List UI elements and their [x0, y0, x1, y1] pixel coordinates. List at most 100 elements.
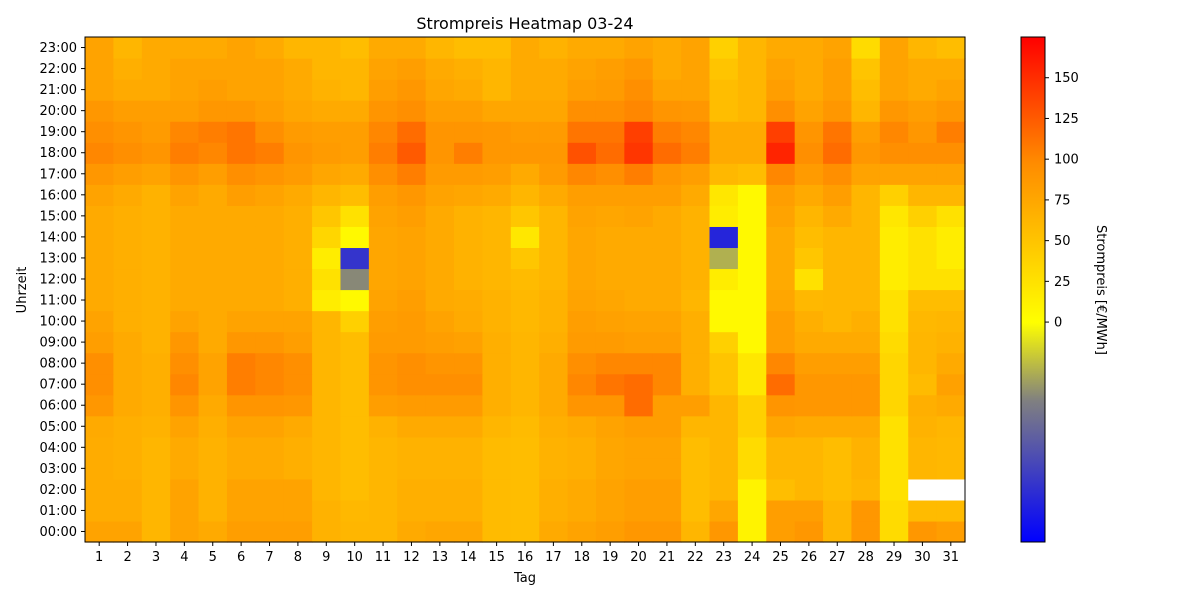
- heatmap-cell: [908, 457, 938, 480]
- heatmap-cell: [397, 331, 427, 354]
- heatmap-cell: [681, 58, 711, 80]
- heatmap-cell: [851, 394, 881, 417]
- heatmap-cell: [198, 415, 228, 438]
- heatmap-cell: [170, 142, 200, 164]
- x-tick-label: 16: [517, 550, 534, 565]
- heatmap-cell: [397, 37, 427, 59]
- heatmap-cell: [908, 58, 938, 80]
- heatmap-cell: [908, 331, 938, 354]
- heatmap-cell: [794, 352, 824, 375]
- heatmap-cell: [851, 142, 881, 164]
- heatmap-cell: [113, 394, 143, 417]
- x-tick-label: 8: [294, 550, 302, 565]
- heatmap-cell: [397, 79, 427, 101]
- heatmap-cell: [482, 142, 512, 164]
- heatmap-cell: [226, 499, 256, 522]
- heatmap-cell: [681, 373, 711, 396]
- heatmap-cell: [624, 436, 654, 459]
- heatmap-cell: [397, 310, 427, 333]
- heatmap-cell: [567, 163, 597, 185]
- heatmap-cell: [368, 394, 398, 417]
- heatmap-cell: [709, 289, 739, 312]
- colorbar-tick-label: 50: [1054, 234, 1071, 249]
- heatmap-cell: [226, 58, 256, 80]
- heatmap-cell: [283, 520, 313, 543]
- heatmap-cell: [198, 37, 228, 59]
- heatmap-cell: [681, 415, 711, 438]
- heatmap-cell: [85, 226, 114, 249]
- heatmap-cell: [170, 100, 200, 122]
- heatmap-cell: [908, 499, 938, 522]
- heatmap-cell: [397, 58, 427, 80]
- heatmap-cell: [255, 394, 285, 417]
- heatmap-cell: [85, 520, 114, 543]
- heatmap-cell: [539, 268, 569, 291]
- heatmap-cell: [255, 352, 285, 375]
- heatmap-cell: [766, 415, 796, 438]
- heatmap-cell: [908, 436, 938, 459]
- x-tick-label: 7: [265, 550, 273, 565]
- heatmap-cell: [539, 121, 569, 143]
- heatmap-cell: [737, 310, 767, 333]
- heatmap-cell: [539, 520, 569, 543]
- heatmap-cell: [340, 247, 370, 270]
- heatmap-cell: [113, 163, 143, 185]
- heatmap-cell: [340, 226, 370, 249]
- heatmap-cell: [198, 142, 228, 164]
- heatmap-cell: [624, 457, 654, 480]
- heatmap-cell: [709, 331, 739, 354]
- heatmap-cell: [510, 37, 540, 59]
- heatmap-cell: [823, 457, 853, 480]
- heatmap-cell: [595, 478, 625, 501]
- y-tick-label: 20:00: [40, 104, 77, 119]
- heatmap-cell: [908, 247, 938, 270]
- heatmap-cell: [851, 226, 881, 249]
- heatmap-cell: [482, 184, 512, 206]
- heatmap-cell: [737, 373, 767, 396]
- heatmap-cell: [879, 205, 909, 227]
- heatmap-cell: [312, 310, 342, 333]
- heatmap-cell: [198, 373, 228, 396]
- heatmap-cell: [425, 142, 455, 164]
- heatmap-cell: [226, 268, 256, 291]
- heatmap-cell: [425, 268, 455, 291]
- heatmap-cell: [851, 121, 881, 143]
- heatmap-cell: [908, 100, 938, 122]
- heatmap-cell: [340, 289, 370, 312]
- heatmap-cell: [226, 79, 256, 101]
- colorbar-gradient: [1020, 36, 1046, 543]
- heatmap-cell: [368, 499, 398, 522]
- heatmap-cell: [851, 289, 881, 312]
- heatmap-cell: [879, 100, 909, 122]
- y-tick-label: 03:00: [40, 462, 77, 477]
- x-tick-label: 22: [687, 550, 704, 565]
- heatmap-cell: [312, 58, 342, 80]
- heatmap-cell: [709, 79, 739, 101]
- heatmap-cell: [510, 247, 540, 270]
- y-tick-label: 23:00: [40, 41, 77, 56]
- heatmap-cell: [681, 394, 711, 417]
- heatmap-cell: [567, 520, 597, 543]
- heatmap-cell: [113, 373, 143, 396]
- heatmap-cell: [681, 289, 711, 312]
- heatmap-cell: [283, 79, 313, 101]
- heatmap-cell: [766, 373, 796, 396]
- heatmap-cell: [936, 163, 966, 185]
- heatmap-cell: [226, 121, 256, 143]
- heatmap-cell: [283, 499, 313, 522]
- x-tick-label: 1: [95, 550, 103, 565]
- heatmap-cell: [595, 205, 625, 227]
- heatmap-cell: [539, 457, 569, 480]
- heatmap-cell: [283, 205, 313, 227]
- heatmap-cell: [681, 205, 711, 227]
- heatmap-cell: [312, 373, 342, 396]
- heatmap-cell: [794, 331, 824, 354]
- heatmap-cell: [482, 121, 512, 143]
- heatmap-cell: [141, 520, 171, 543]
- heatmap-cell: [766, 520, 796, 543]
- heatmap-cell: [539, 163, 569, 185]
- heatmap-cell: [539, 289, 569, 312]
- heatmap-cell: [255, 58, 285, 80]
- heatmap-cell: [624, 499, 654, 522]
- heatmap-cell: [340, 394, 370, 417]
